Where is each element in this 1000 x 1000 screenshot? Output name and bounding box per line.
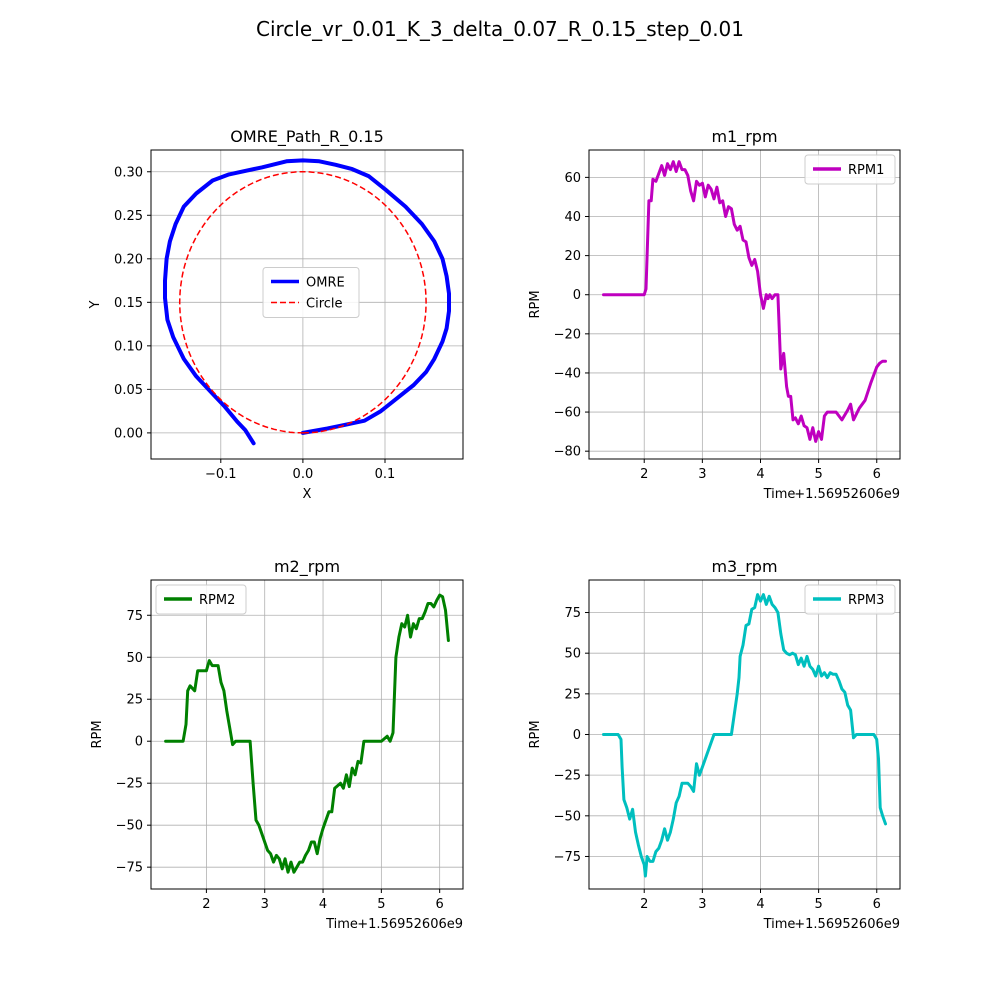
x-tick-label: 3 [261, 897, 269, 912]
x-tick-label: 4 [756, 897, 764, 912]
y-axis-label: RPM [528, 720, 543, 748]
figure-suptitle: Circle_vr_0.01_K_3_delta_0.07_R_0.15_ste… [256, 17, 744, 41]
x-axis-label: Time [763, 487, 796, 502]
axes-frame [588, 149, 901, 460]
x-offset-label: +1.56952606e9 [357, 917, 463, 932]
axes-frame [150, 149, 464, 460]
y-tick-label: 0 [573, 728, 581, 743]
subplot-title: m1_rpm [711, 127, 777, 147]
x-axis-label: Time [763, 917, 796, 932]
legend-box [155, 584, 247, 615]
y-tick-label: −60 [554, 406, 581, 421]
y-tick-label: −75 [554, 850, 581, 865]
m1-rpm-subplot: 2 3 4 5 6 −80 −60 −40 −20 0 20 40 60 m1_rpm Time+1.569… [528, 127, 901, 502]
x-tick-label: 4 [319, 897, 327, 912]
y-tick-label: 75 [564, 606, 581, 621]
y-tick-label: 20 [564, 249, 581, 264]
legend-label-rpm1: RPM1 [848, 163, 884, 178]
x-offset-label: +1.56952606e9 [794, 917, 900, 932]
y-tick-label: 60 [564, 171, 581, 186]
x-tick-label: 4 [756, 467, 764, 482]
y-tick-label: −50 [116, 819, 143, 834]
legend-label-omre: OMRE [306, 276, 345, 291]
y-tick-label: 0 [135, 735, 143, 750]
x-tick-label: 3 [698, 897, 706, 912]
plot-data-area [602, 593, 887, 878]
plot-data-area [164, 593, 450, 874]
y-tick-label: 25 [564, 687, 581, 702]
subplot-title: m3_rpm [711, 557, 777, 577]
x-tick-label: 2 [202, 897, 210, 912]
y-tick-label: 25 [126, 693, 143, 708]
y-tick-label: 50 [126, 651, 143, 666]
y-tick-label: 0.00 [114, 426, 143, 441]
x-tick-label: 6 [873, 897, 881, 912]
rpm2-series-line [164, 593, 450, 874]
circle-series-line [178, 171, 427, 434]
x-axis-label: X [303, 487, 312, 502]
x-tick-label: 5 [814, 467, 822, 482]
y-tick-label: −75 [116, 861, 143, 876]
m3-rpm-subplot: 2 3 4 5 6 −75 −50 −25 0 25 50 75 m3_rpm Time+1.569526… [528, 557, 901, 932]
subplot-title: m2_rpm [274, 557, 340, 577]
y-tick-label: 0.20 [114, 252, 143, 267]
legend-label-rpm2: RPM2 [199, 593, 235, 608]
x-tick-label: 0.1 [375, 467, 396, 482]
y-axis-label: Y [88, 300, 103, 309]
x-tick-label: −0.1 [205, 467, 237, 482]
y-tick-label: 0.15 [114, 296, 143, 311]
x-tick-label: 6 [873, 467, 881, 482]
y-tick-label: 0.30 [114, 165, 143, 180]
x-tick-label: 6 [436, 897, 444, 912]
y-tick-label: 0.25 [114, 209, 143, 224]
y-tick-label: −80 [554, 445, 581, 460]
subplot-title: OMRE_Path_R_0.15 [230, 127, 384, 147]
plot-data-area [602, 160, 887, 443]
legend-label-rpm3: RPM3 [848, 593, 884, 608]
omre-series-line [163, 158, 451, 446]
plot-data-area [163, 158, 451, 446]
y-tick-label: −40 [554, 366, 581, 381]
x-offset-label: +1.56952606e9 [794, 487, 900, 502]
omre-path-subplot: −0.1 0.0 0.1 0.00 0.05 0.10 0.15 0.20 0.25 0.30 OM… [88, 127, 464, 502]
x-tick-label: 2 [640, 467, 648, 482]
y-tick-label: 0.05 [114, 383, 143, 398]
x-axis-label: Time [325, 917, 358, 932]
legend-box [804, 584, 896, 615]
m2-rpm-subplot: 2 3 4 5 6 −75 −50 −25 0 25 50 75 m2_rpm Time +1.569526… [90, 557, 464, 932]
y-tick-label: −50 [554, 809, 581, 824]
y-tick-label: −25 [116, 777, 143, 792]
rpm1-series-line [602, 160, 887, 443]
x-tick-label: 5 [377, 897, 385, 912]
y-tick-label: −20 [554, 327, 581, 342]
legend-box [804, 154, 896, 185]
y-tick-label: 40 [564, 210, 581, 225]
y-tick-label: 0.10 [114, 339, 143, 354]
y-axis-label: RPM [90, 720, 105, 748]
x-tick-label: 3 [698, 467, 706, 482]
legend-label-circle: Circle [306, 297, 343, 312]
y-axis-label: RPM [528, 290, 543, 318]
y-tick-label: 0 [573, 288, 581, 303]
x-tick-label: 0.0 [293, 467, 314, 482]
axes-frame [150, 579, 464, 890]
x-tick-label: 5 [814, 897, 822, 912]
x-tick-label: 2 [640, 897, 648, 912]
y-tick-label: 50 [564, 647, 581, 662]
rpm3-series-line [602, 593, 887, 878]
y-tick-label: 75 [126, 609, 143, 624]
y-tick-label: −25 [554, 769, 581, 784]
